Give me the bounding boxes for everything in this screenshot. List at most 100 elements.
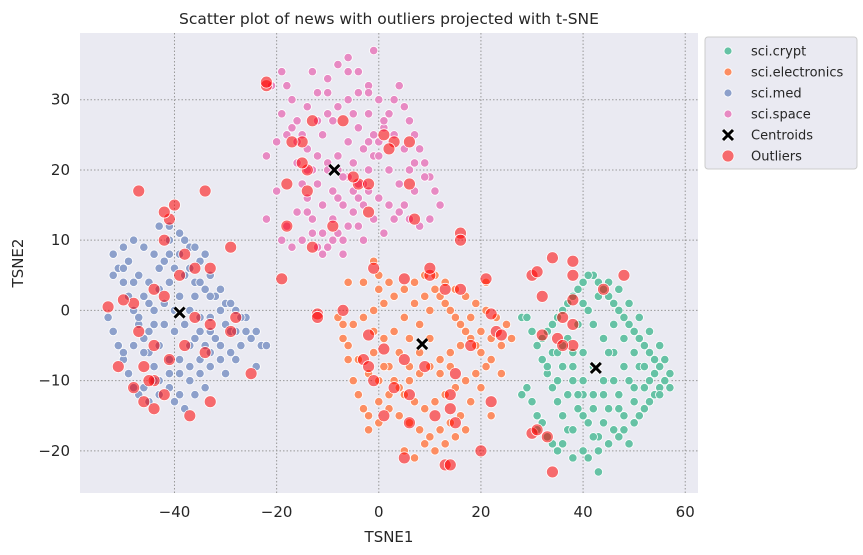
scatter-point-sci-med xyxy=(251,326,261,337)
scatter-point-sci-crypt xyxy=(639,383,649,393)
y-axis-label: TSNE2 xyxy=(9,239,27,289)
scatter-point-sci-med xyxy=(108,326,118,337)
outlier-point xyxy=(566,268,580,282)
scatter-point-sci-crypt xyxy=(588,390,598,400)
outlier-point xyxy=(137,395,151,409)
scatter-point-sci-electronics xyxy=(430,446,440,456)
outlier-point xyxy=(362,205,375,219)
outlier-point xyxy=(474,444,488,458)
scatter-point-sci-med xyxy=(108,249,118,259)
scatter-point-sci-electronics xyxy=(420,439,430,449)
scatter-point-sci-crypt xyxy=(583,418,593,428)
scatter-point-sci-med xyxy=(231,354,241,365)
y-tick-label: 30 xyxy=(51,91,70,109)
scatter-point-sci-crypt xyxy=(624,298,634,308)
scatter-point-sci-space xyxy=(328,235,338,245)
scatter-point-sci-space xyxy=(277,67,287,77)
scatter-point-sci-electronics xyxy=(399,284,409,294)
scatter-point-sci-space xyxy=(333,151,343,161)
scatter-point-sci-crypt xyxy=(655,340,665,351)
scatter-point-sci-med xyxy=(129,340,139,351)
outlier-point xyxy=(142,374,156,388)
scatter-point-sci-med xyxy=(129,235,139,245)
scatter-point-sci-space xyxy=(425,214,435,224)
legend-label: Centroids xyxy=(751,129,813,144)
scatter-point-sci-med xyxy=(174,228,185,238)
outlier-point xyxy=(556,311,570,324)
scatter-point-sci-electronics xyxy=(461,326,471,337)
scatter-point-sci-crypt xyxy=(568,453,578,463)
outlier-point xyxy=(132,325,146,338)
legend-label: sci.med xyxy=(751,87,802,102)
scatter-point-sci-space xyxy=(353,221,363,231)
outlier-point xyxy=(229,311,243,324)
legend-label: sci.space xyxy=(751,108,811,123)
outlier-point xyxy=(484,395,498,409)
y-tick-label: 20 xyxy=(51,161,70,179)
scatter-point-sci-electronics xyxy=(486,354,496,365)
scatter-point-sci-med xyxy=(236,340,246,351)
legend: sci.crypt sci.electronics sci.med sci.space… xyxy=(704,36,858,170)
scatter-point-sci-crypt xyxy=(573,284,583,294)
outlier-point xyxy=(260,75,273,89)
outlier-point xyxy=(464,339,478,352)
scatter-point-sci-space xyxy=(272,137,282,147)
scatter-point-sci-electronics xyxy=(379,333,389,344)
scatter-point-sci-crypt xyxy=(578,446,588,456)
outlier-point xyxy=(546,465,559,479)
scatter-point-sci-space xyxy=(353,88,363,98)
scatter-point-sci-space xyxy=(399,102,409,112)
scatter-point-sci-crypt xyxy=(629,326,639,337)
scatter-point-sci-space xyxy=(282,81,292,91)
scatter-point-sci-med xyxy=(174,369,185,379)
x-tick-label: 0 xyxy=(374,503,384,521)
scatter-point-sci-med xyxy=(195,277,205,287)
scatter-point-sci-crypt xyxy=(614,305,624,316)
scatter-point-sci-electronics xyxy=(496,340,506,351)
scatter-point-sci-crypt xyxy=(614,404,624,414)
x-tick-label: −20 xyxy=(261,503,293,521)
scatter-point-sci-crypt xyxy=(609,319,619,330)
scatter-point-sci-space xyxy=(287,95,297,105)
scatter-point-sci-crypt xyxy=(614,390,624,400)
scatter-point-sci-electronics xyxy=(358,312,369,323)
scatter-point-sci-electronics xyxy=(461,425,471,435)
scatter-point-sci-space xyxy=(277,109,287,119)
outlier-point xyxy=(157,388,171,402)
scatter-point-sci-electronics xyxy=(501,319,512,330)
scatter-point-sci-space xyxy=(323,88,333,98)
legend-label: Outliers xyxy=(751,150,802,165)
scatter-point-sci-space xyxy=(318,130,328,140)
legend-marker-sci-med xyxy=(723,88,733,98)
scatter-point-sci-space xyxy=(394,81,404,91)
scatter-point-sci-space xyxy=(287,123,297,133)
scatter-point-sci-electronics xyxy=(348,319,358,330)
outlier-point xyxy=(418,360,432,373)
scatter-point-sci-crypt xyxy=(522,312,532,323)
scatter-point-sci-crypt xyxy=(609,298,619,308)
scatter-point-sci-space xyxy=(358,235,369,245)
scatter-point-sci-med xyxy=(195,326,205,337)
scatter-point-sci-space xyxy=(394,207,404,217)
scatter-point-sci-crypt xyxy=(644,347,655,358)
scatter-point-sci-crypt xyxy=(578,411,588,421)
outlier-point xyxy=(362,360,375,373)
outlier-point xyxy=(117,293,130,307)
scatter-point-sci-space xyxy=(287,242,297,252)
outlier-point xyxy=(275,272,289,286)
scatter-point-sci-med xyxy=(134,270,144,280)
outlier-point xyxy=(280,219,294,233)
scatter-point-sci-med xyxy=(205,361,215,372)
scatter-point-sci-space xyxy=(379,116,389,126)
scatter-point-sci-electronics xyxy=(476,347,486,358)
scatter-point-sci-electronics xyxy=(471,369,481,379)
outlier-point xyxy=(147,339,161,352)
scatter-point-sci-crypt xyxy=(568,361,578,372)
outlier-point xyxy=(157,289,171,303)
scatter-point-sci-electronics xyxy=(420,291,430,301)
outlier-point xyxy=(443,402,457,416)
scatter-point-sci-crypt xyxy=(629,397,639,407)
scatter-point-sci-crypt xyxy=(532,411,542,421)
outlier-point xyxy=(397,353,411,366)
scatter-point-sci-space xyxy=(272,186,282,196)
